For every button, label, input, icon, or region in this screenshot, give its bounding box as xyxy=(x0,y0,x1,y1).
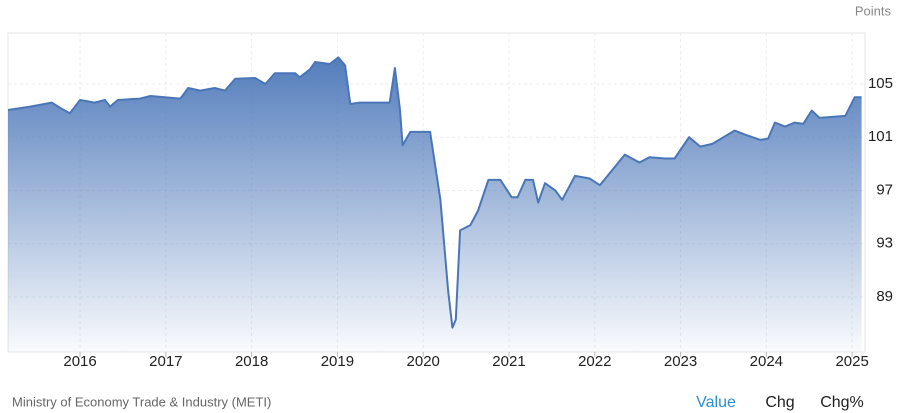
x-tick-label: 2025 xyxy=(835,353,868,370)
x-tick-label: 2024 xyxy=(750,353,783,370)
y-tick-label: 93 xyxy=(876,235,893,252)
y-tick-label: 97 xyxy=(876,181,893,198)
x-tick-label: 2022 xyxy=(578,353,611,370)
toggle-button[interactable]: Value xyxy=(696,394,736,411)
x-tick-label: 2020 xyxy=(407,353,440,370)
series-line xyxy=(7,56,862,329)
y-tick-label: 105 xyxy=(868,75,893,92)
unit-label: Points xyxy=(855,3,892,18)
area-fill xyxy=(8,57,862,353)
source: Ministry of Economy Trade & Industry (ME… xyxy=(12,394,271,409)
x-tick-label: 2017 xyxy=(149,353,182,370)
y-tick-label: 89 xyxy=(876,288,893,305)
y-tick-label: 101 xyxy=(868,128,893,145)
x-tick-label: 2018 xyxy=(235,353,268,370)
x-tick-label: 2021 xyxy=(492,353,525,370)
x-tick-label: 2023 xyxy=(664,353,697,370)
toggle-button[interactable]: Chg xyxy=(765,394,794,411)
toggle-button[interactable]: Chg% xyxy=(820,394,864,411)
x-tick-label: 2019 xyxy=(321,353,354,370)
x-tick-label: 2016 xyxy=(63,353,96,370)
